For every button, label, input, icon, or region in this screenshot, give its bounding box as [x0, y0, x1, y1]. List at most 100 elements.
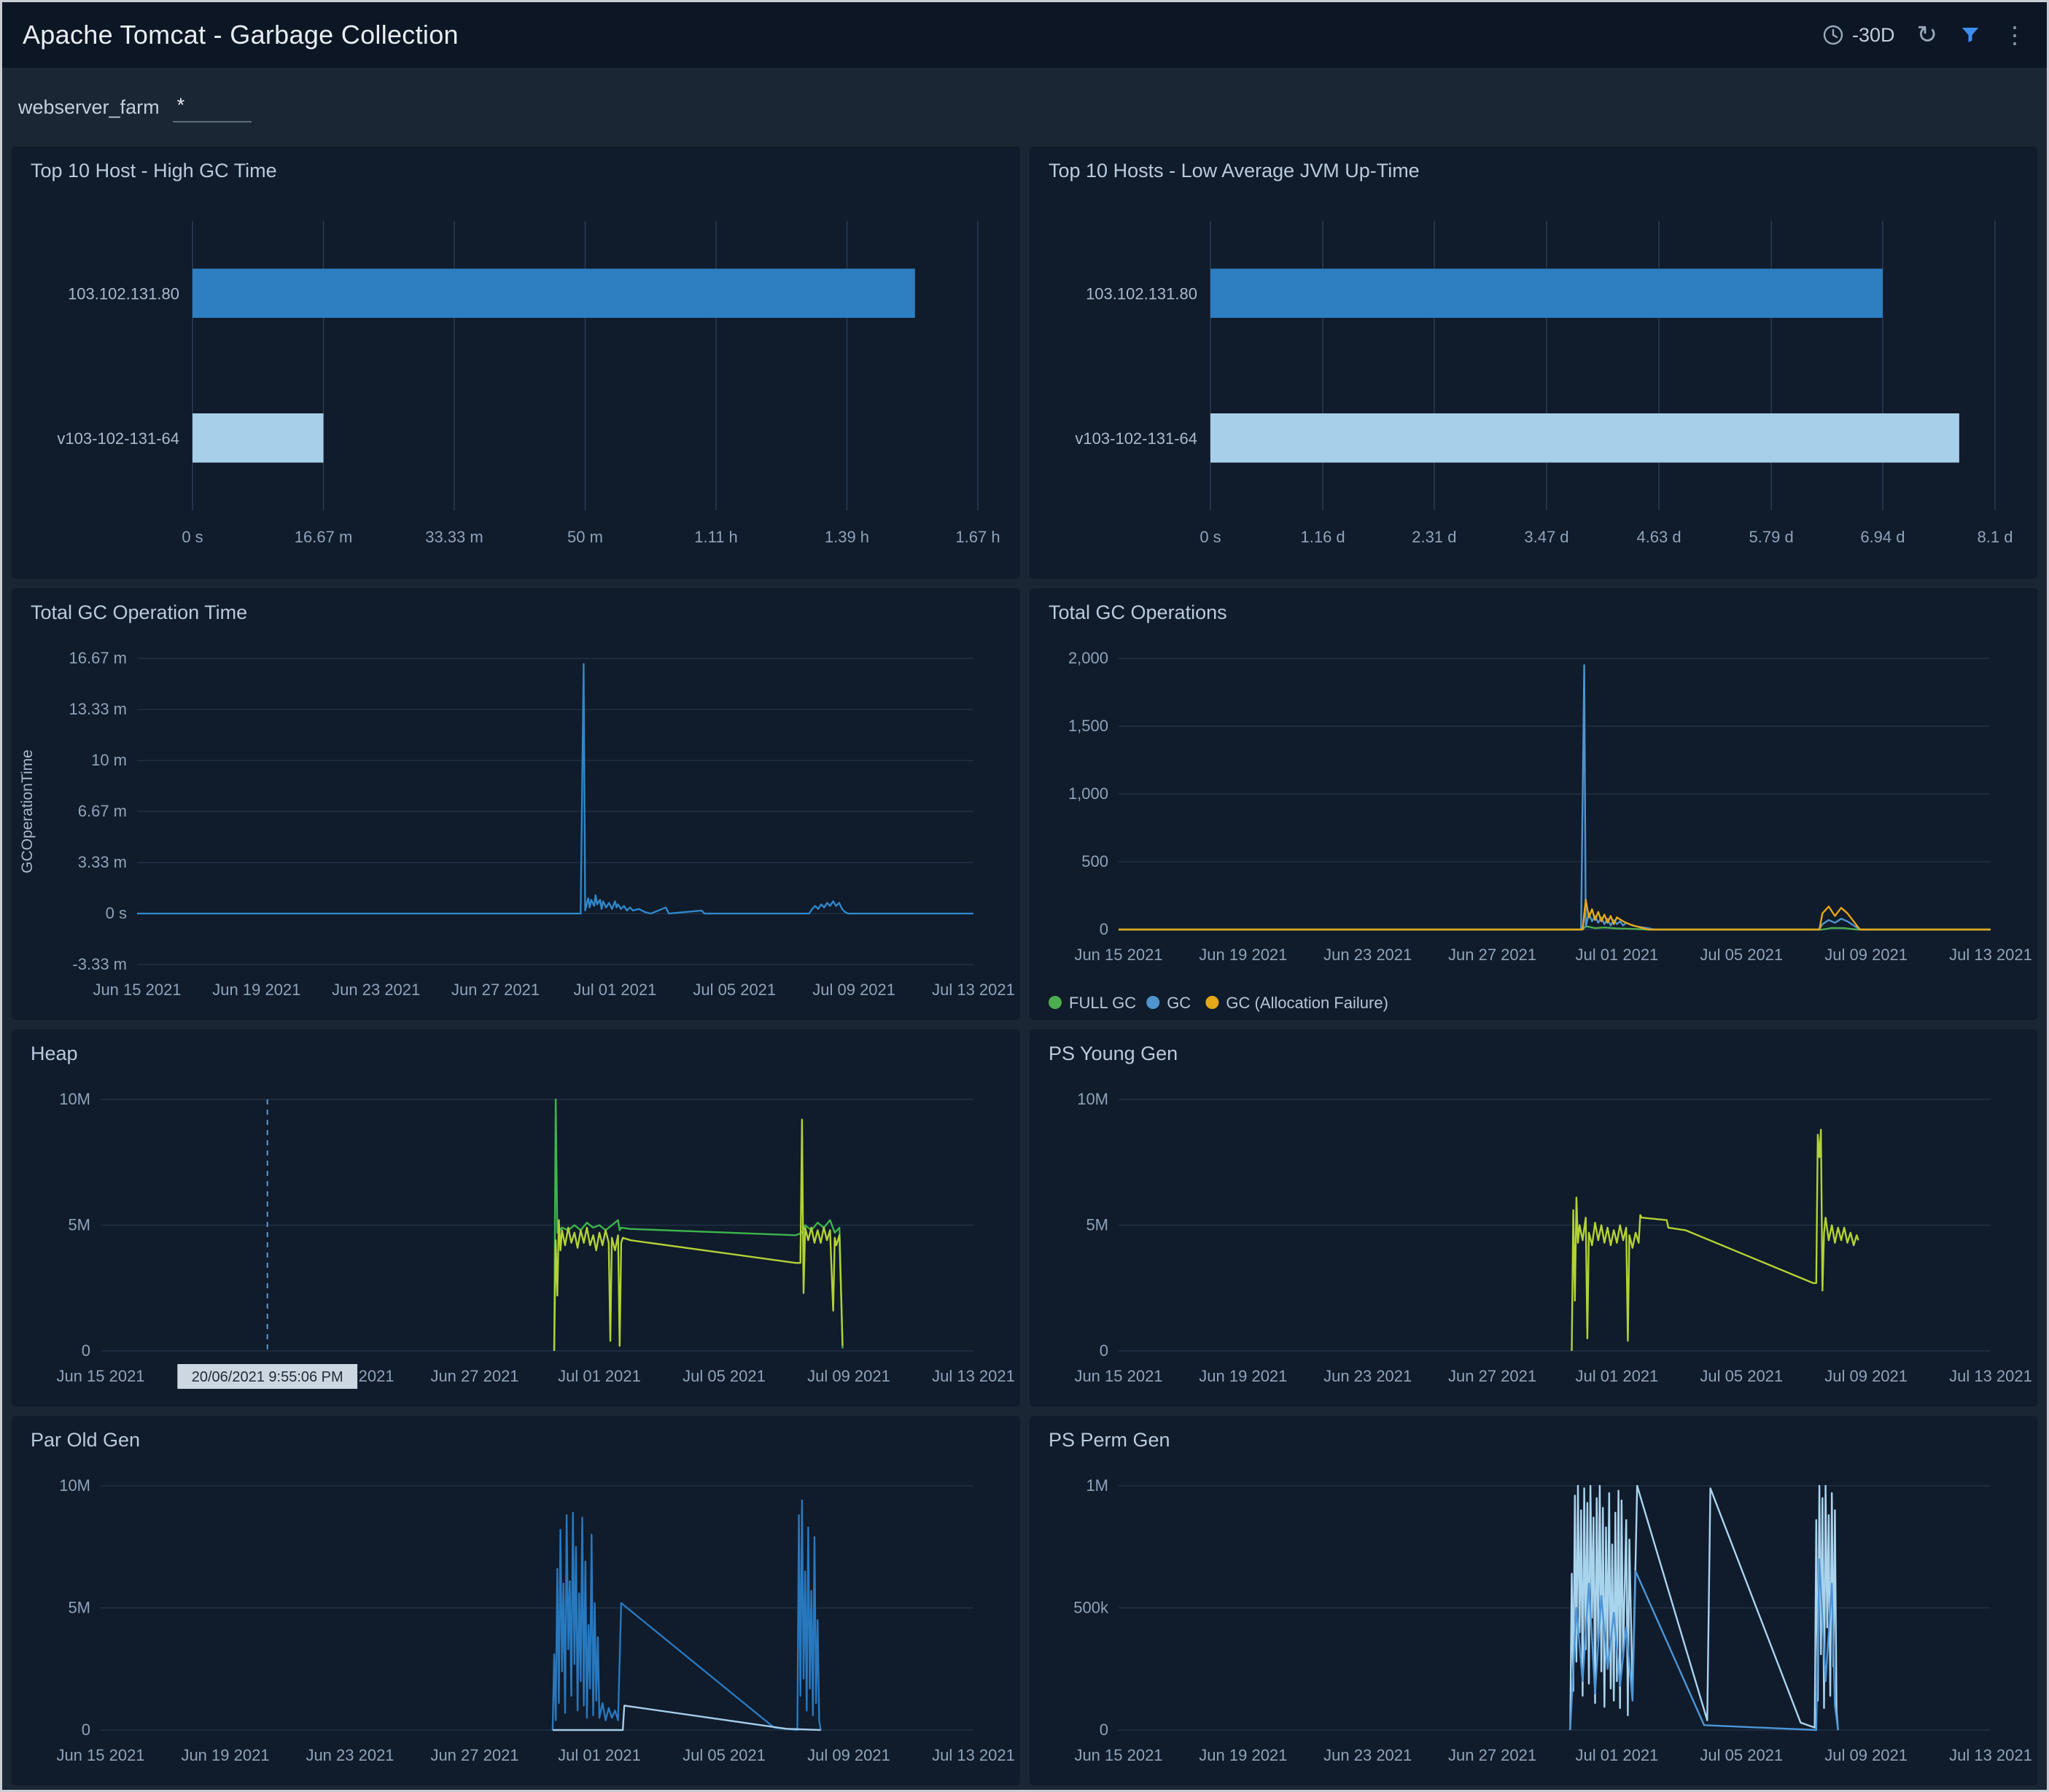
filter-label: webserver_farm: [18, 96, 160, 118]
svg-text:v103-102-131-64: v103-102-131-64: [57, 429, 179, 448]
svg-text:16.67 m: 16.67 m: [69, 649, 128, 667]
svg-text:Jun 19 2021: Jun 19 2021: [212, 981, 300, 999]
svg-text:1.39 h: 1.39 h: [825, 528, 869, 546]
svg-text:1.11 h: 1.11 h: [694, 528, 738, 546]
svg-text:Jul 13 2021: Jul 13 2021: [932, 1367, 1015, 1385]
ps-perm-gen-chart[interactable]: 1M 500k 0 Jun 15 2021 Jun 19 2021 Jun 23 2021…: [1030, 1457, 2037, 1785]
svg-text:Jul 13 2021: Jul 13 2021: [1949, 1746, 2032, 1764]
svg-text:Jun 19 2021: Jun 19 2021: [181, 1746, 269, 1764]
svg-text:Jun 27 2021: Jun 27 2021: [1448, 1746, 1536, 1764]
svg-text:Jul 09 2021: Jul 09 2021: [807, 1746, 890, 1764]
kebab-menu-button[interactable]: ⋮: [2003, 22, 2026, 48]
svg-text:Jun 15 2021: Jun 15 2021: [1074, 946, 1162, 964]
par-old-gen-chart[interactable]: 10M 5M 0 Jun 15 2021 Jun 19 2021 Jun 23 2021 J…: [12, 1457, 1020, 1785]
svg-text:Jun 23 2021: Jun 23 2021: [1323, 1746, 1412, 1764]
svg-text:Jul 05 2021: Jul 05 2021: [683, 1367, 766, 1385]
svg-text:6.94 d: 6.94 d: [1860, 528, 1905, 546]
svg-text:Jul 09 2021: Jul 09 2021: [1824, 1746, 1908, 1764]
svg-text:13.33 m: 13.33 m: [69, 700, 128, 718]
svg-text:Jun 23 2021: Jun 23 2021: [1323, 1367, 1412, 1385]
svg-text:3.33 m: 3.33 m: [78, 853, 127, 871]
svg-text:Jul 01 2021: Jul 01 2021: [558, 1746, 641, 1764]
svg-text:Jul 13 2021: Jul 13 2021: [1949, 946, 2032, 964]
svg-text:Jun 27 2021: Jun 27 2021: [1448, 946, 1536, 964]
svg-text:Jun 15 2021: Jun 15 2021: [1074, 1367, 1162, 1385]
svg-text:1M: 1M: [1086, 1476, 1108, 1495]
svg-text:GC (Allocation Failure): GC (Allocation Failure): [1226, 994, 1388, 1012]
svg-text:103.102.131.80: 103.102.131.80: [1086, 284, 1197, 303]
svg-text:0 s: 0 s: [106, 904, 127, 922]
svg-text:0: 0: [82, 1721, 90, 1739]
svg-text:16.67 m: 16.67 m: [295, 528, 353, 546]
svg-text:6.67 m: 6.67 m: [78, 802, 127, 820]
total-gc-operations-chart[interactable]: 2,000 1,500 1,000 500 0 Jun 15 2021 Jun 19 202…: [1030, 629, 2037, 1020]
svg-text:10M: 10M: [59, 1090, 90, 1108]
svg-text:8.1 d: 8.1 d: [1978, 528, 2013, 546]
time-range-button[interactable]: -30D: [1821, 23, 1895, 47]
svg-text:10M: 10M: [59, 1476, 90, 1495]
svg-text:Jul 13 2021: Jul 13 2021: [1949, 1367, 2032, 1385]
panel-par-old-gen: Par Old Gen 10M 5M 0 Jun 15 2021 Jun 19 2021…: [12, 1416, 1020, 1785]
svg-text:5.79 d: 5.79 d: [1749, 528, 1794, 546]
filter-button[interactable]: [1959, 24, 1981, 46]
ps-young-gen-chart[interactable]: 10M 5M 0 Jun 15 2021 Jun 19 2021 Jun 23 2021 J…: [1030, 1070, 2037, 1406]
panel-grid: Top 10 Host - High GC Time 0 s 16.67 m 33.…: [2, 147, 2047, 1790]
filter-bar: webserver_farm: [2, 68, 2047, 147]
svg-text:Jul 05 2021: Jul 05 2021: [683, 1746, 766, 1764]
svg-text:Jun 15 2021: Jun 15 2021: [93, 981, 181, 999]
svg-text:5M: 5M: [1086, 1216, 1108, 1234]
svg-text:Jun 19 2021: Jun 19 2021: [1199, 1746, 1287, 1764]
svg-text:Jun 23 2021: Jun 23 2021: [332, 981, 420, 999]
svg-text:1,000: 1,000: [1068, 784, 1108, 803]
svg-text:1,500: 1,500: [1068, 717, 1108, 735]
svg-text:Jun 23 2021: Jun 23 2021: [1323, 946, 1412, 964]
svg-text:Jun 27 2021: Jun 27 2021: [451, 981, 540, 999]
panel-title: Top 10 Host - High GC Time: [31, 160, 277, 182]
svg-text:2,000: 2,000: [1068, 649, 1108, 667]
app-header: Apache Tomcat - Garbage Collection -30D …: [2, 2, 2047, 68]
panel-ps-perm-gen: PS Perm Gen 1M 500k 0 Jun 15 2021 Jun 19 202…: [1030, 1416, 2037, 1785]
low-jvm-uptime-chart[interactable]: 0 s 1.16 d 2.31 d 3.47 d 4.63 d 5.79 d 6.94 d 8…: [1030, 187, 2037, 579]
svg-text:GC: GC: [1167, 994, 1191, 1012]
svg-text:1.67 h: 1.67 h: [955, 528, 1000, 546]
high-gc-time-chart[interactable]: 0 s 16.67 m 33.33 m 50 m 1.11 h 1.39 h 1.67 h 1…: [12, 187, 1020, 579]
time-range-label: -30D: [1851, 23, 1895, 46]
svg-text:0: 0: [82, 1341, 90, 1360]
webserver-farm-input[interactable]: [172, 92, 252, 122]
svg-text:Jun 15 2021: Jun 15 2021: [56, 1367, 144, 1385]
panel-title: Par Old Gen: [31, 1429, 141, 1451]
svg-text:Jun 23 2021: Jun 23 2021: [306, 1746, 394, 1764]
svg-text:Jul 05 2021: Jul 05 2021: [693, 981, 776, 999]
panel-title: Total GC Operation Time: [31, 601, 248, 623]
panel-total-gc-operations: Total GC Operations 2,000 1,500 1,000 500 0 J…: [1030, 588, 2037, 1020]
svg-text:Jun 27 2021: Jun 27 2021: [430, 1746, 518, 1764]
svg-text:Jul 09 2021: Jul 09 2021: [807, 1367, 890, 1385]
svg-text:10M: 10M: [1077, 1090, 1108, 1108]
svg-text:GCOperationTime: GCOperationTime: [19, 749, 36, 873]
svg-text:Jul 13 2021: Jul 13 2021: [932, 1746, 1015, 1764]
svg-text:4.63 d: 4.63 d: [1636, 528, 1681, 546]
svg-text:103.102.131.80: 103.102.131.80: [68, 284, 179, 303]
svg-text:1.16 d: 1.16 d: [1301, 528, 1345, 546]
svg-text:Jul 01 2021: Jul 01 2021: [574, 981, 657, 999]
svg-text:Jul 01 2021: Jul 01 2021: [558, 1367, 641, 1385]
svg-text:Jun 19 2021: Jun 19 2021: [1199, 946, 1287, 964]
svg-text:Jul 01 2021: Jul 01 2021: [1576, 946, 1659, 964]
total-gc-operation-time-chart[interactable]: 16.67 m 13.33 m 10 m 6.67 m 3.33 m 0 s -3.33 m…: [12, 629, 1020, 1020]
svg-text:Jun 19 2021: Jun 19 2021: [1199, 1367, 1287, 1385]
refresh-button[interactable]: ↻: [1916, 21, 1938, 49]
svg-text:Jun 15 2021: Jun 15 2021: [56, 1746, 144, 1764]
svg-text:0: 0: [1100, 920, 1108, 938]
svg-text:FULL GC: FULL GC: [1069, 994, 1136, 1012]
panel-title: Top 10 Hosts - Low Average JVM Up-Time: [1049, 160, 1420, 182]
svg-text:0 s: 0 s: [1200, 528, 1221, 546]
panel-top10-high-gc-time: Top 10 Host - High GC Time 0 s 16.67 m 33.…: [12, 147, 1020, 579]
svg-text:Jul 05 2021: Jul 05 2021: [1700, 1746, 1783, 1764]
svg-text:500: 500: [1081, 852, 1108, 870]
svg-text:0 s: 0 s: [182, 528, 203, 546]
svg-text:Jul 09 2021: Jul 09 2021: [812, 981, 895, 999]
svg-text:3.47 d: 3.47 d: [1524, 528, 1568, 546]
